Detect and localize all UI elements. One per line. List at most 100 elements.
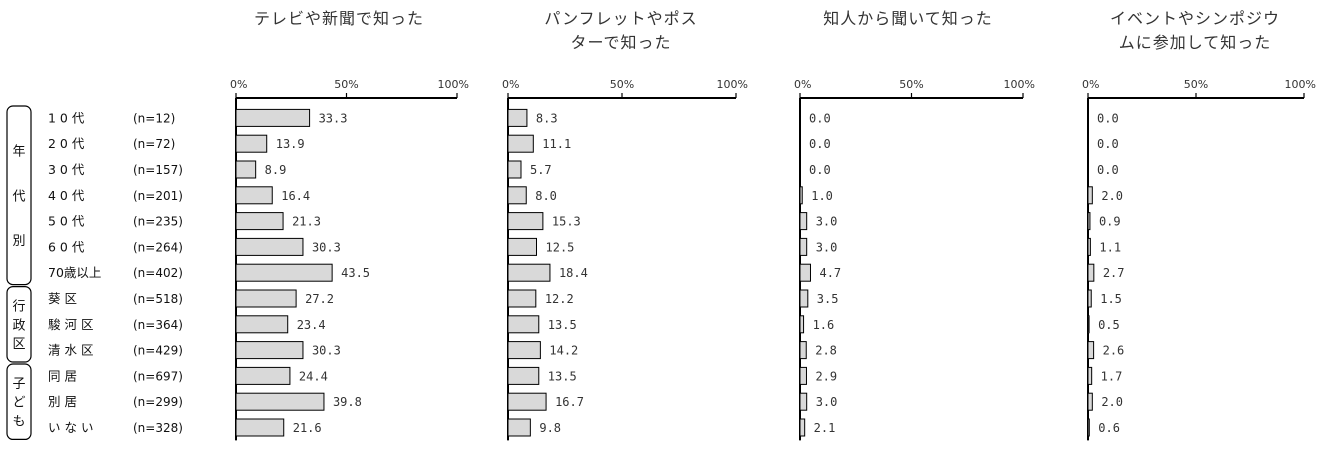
data-label: 11.1 xyxy=(542,137,571,151)
row-label: 5 0 代 xyxy=(48,214,85,229)
bar xyxy=(507,392,547,411)
data-label: 8.3 xyxy=(536,111,558,125)
data-label: 0.9 xyxy=(1099,215,1121,229)
bar xyxy=(507,263,551,282)
panel-title: ターで知った xyxy=(570,33,671,52)
row-count: (n=518) xyxy=(133,292,183,306)
data-label: 13.9 xyxy=(276,137,305,151)
row-label: 別 居 xyxy=(48,394,77,409)
bar xyxy=(1087,237,1091,256)
data-label: 1.0 xyxy=(811,189,833,203)
bar xyxy=(507,418,531,437)
data-label: 0.0 xyxy=(809,137,831,151)
bar xyxy=(1087,289,1092,308)
data-label: 27.2 xyxy=(305,292,334,306)
bar xyxy=(235,366,291,385)
data-label: 8.9 xyxy=(265,163,287,177)
bar xyxy=(235,237,304,256)
data-label: 43.5 xyxy=(341,266,370,280)
bar xyxy=(507,366,540,385)
data-label: 3.0 xyxy=(816,240,838,254)
row-label: 葵 区 xyxy=(48,291,77,306)
data-label: 21.3 xyxy=(292,215,321,229)
x-tick-label: 100% xyxy=(438,78,469,91)
data-label: 16.4 xyxy=(281,189,310,203)
data-label: 30.3 xyxy=(312,240,341,254)
row-label: 70歳以上 xyxy=(48,265,101,280)
group-bracket xyxy=(6,105,32,286)
x-tick-label: 0% xyxy=(502,78,519,91)
row-label: い な い xyxy=(48,420,93,435)
bar xyxy=(799,237,808,256)
bar xyxy=(235,160,257,179)
data-label: 18.4 xyxy=(559,266,588,280)
panel-title: イベントやシンポジウ xyxy=(1110,9,1280,28)
bar xyxy=(235,392,325,411)
group-label-char: 年 xyxy=(12,145,25,160)
data-label: 2.7 xyxy=(1103,266,1125,280)
group-label-char: 行 xyxy=(12,299,25,314)
bar xyxy=(799,186,803,205)
panel-title: ムに参加して知った xyxy=(1119,33,1272,52)
group-label-char: 代 xyxy=(12,189,25,204)
bar xyxy=(799,392,808,411)
bar xyxy=(235,134,268,153)
bar xyxy=(507,108,528,127)
panel-title: 知人から聞いて知った xyxy=(823,9,993,28)
data-label: 2.0 xyxy=(1101,395,1123,409)
row-label: 6 0 代 xyxy=(48,239,85,254)
data-label: 14.2 xyxy=(549,344,578,358)
bar xyxy=(235,315,289,334)
row-count: (n=402) xyxy=(133,266,183,280)
row-count: (n=328) xyxy=(133,421,183,435)
data-label: 9.8 xyxy=(539,421,561,435)
row-label: 駿 河 区 xyxy=(48,317,93,332)
bar xyxy=(507,134,534,153)
bar xyxy=(799,366,807,385)
data-label: 1.6 xyxy=(813,318,835,332)
data-label: 13.5 xyxy=(548,369,577,383)
data-label: 33.3 xyxy=(319,111,348,125)
bar xyxy=(235,341,304,360)
data-label: 8.0 xyxy=(535,189,557,203)
group-label-char: ど xyxy=(12,396,25,411)
data-label: 3.5 xyxy=(817,292,839,306)
x-tick-label: 100% xyxy=(1285,78,1316,91)
bar xyxy=(1087,315,1090,334)
x-tick-label: 50% xyxy=(1184,78,1208,91)
group-bracket xyxy=(6,363,32,441)
bar xyxy=(235,418,285,437)
panel-title: テレビや新聞で知った xyxy=(254,9,424,28)
data-label: 2.9 xyxy=(815,369,837,383)
bar xyxy=(507,212,544,231)
data-label: 12.5 xyxy=(546,240,575,254)
data-label: 1.5 xyxy=(1100,292,1122,306)
data-label: 30.3 xyxy=(312,344,341,358)
row-count: (n=264) xyxy=(133,240,183,254)
x-tick-label: 100% xyxy=(717,78,748,91)
data-label: 2.6 xyxy=(1103,344,1125,358)
panel-title: パンフレットやポス xyxy=(544,9,697,28)
bar xyxy=(799,418,806,437)
bar xyxy=(1087,366,1093,385)
bar xyxy=(235,263,333,282)
bar xyxy=(799,212,808,231)
row-label: 1 0 代 xyxy=(48,110,85,125)
x-tick-label: 100% xyxy=(1004,78,1035,91)
row-count: (n=299) xyxy=(133,395,183,409)
x-tick-label: 50% xyxy=(610,78,634,91)
row-count: (n=364) xyxy=(133,318,183,332)
bar xyxy=(235,108,311,127)
data-label: 1.7 xyxy=(1101,369,1123,383)
bar xyxy=(1087,263,1095,282)
bar xyxy=(507,341,541,360)
bar xyxy=(799,341,807,360)
data-label: 1.1 xyxy=(1099,240,1121,254)
data-label: 2.1 xyxy=(814,421,836,435)
bar xyxy=(1087,186,1093,205)
x-tick-label: 0% xyxy=(794,78,811,91)
row-label: 3 0 代 xyxy=(48,162,85,177)
bar xyxy=(1087,418,1090,437)
bar xyxy=(1087,341,1095,360)
